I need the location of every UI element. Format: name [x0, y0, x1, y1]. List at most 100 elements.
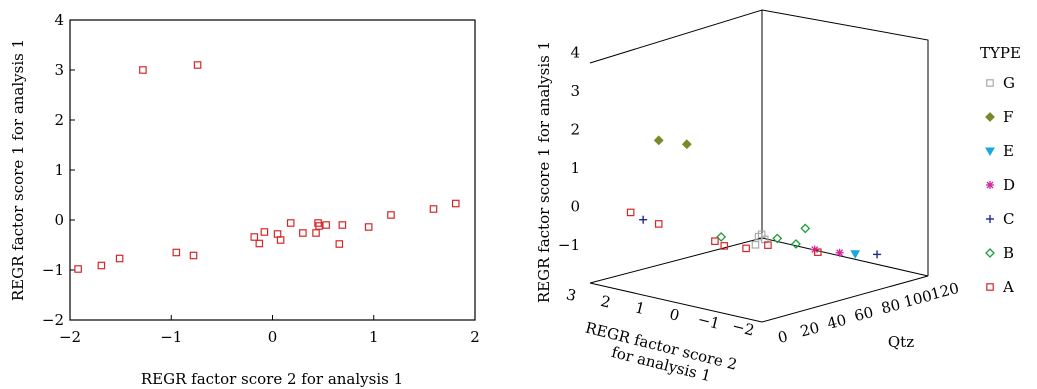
x-tick-label-2d: 2	[470, 328, 480, 346]
box-3d	[589, 9, 929, 323]
points-2d	[74, 61, 460, 273]
data-point-2d	[189, 251, 198, 260]
x-tick-label-3d: 1	[633, 298, 647, 318]
y-tick-label-2d: 0	[54, 211, 64, 229]
data-point-3d	[711, 237, 719, 246]
legend-label: E	[1003, 142, 1014, 160]
x-axis-label-2d: REGR factor score 2 for analysis 1	[141, 370, 403, 388]
y-tick-label-3d: 1	[570, 159, 580, 177]
legend-item: F	[985, 108, 1013, 126]
legend-item: E	[985, 142, 1014, 160]
plot-frame-2d	[69, 19, 476, 321]
legend-item: D	[986, 176, 1015, 194]
y-axis-label-3d: REGR factor score 1 for analysis 1	[535, 41, 553, 303]
data-point-3d	[757, 230, 766, 239]
x-tick-label-3d: −1	[696, 310, 722, 333]
data-point-2d	[429, 205, 438, 213]
x-tick-label-3d: 0	[668, 305, 682, 325]
x-tick-label-3d: 3	[564, 285, 578, 305]
data-point-3d	[716, 232, 727, 242]
x-tick-label-3d: −2	[730, 317, 756, 340]
legend-item: G	[986, 74, 1015, 92]
legend-label: D	[1003, 176, 1015, 194]
z-tick-label-3d: 80	[879, 295, 902, 317]
legend-marker	[985, 147, 995, 157]
data-point-2d	[338, 221, 347, 229]
data-point-2d	[193, 61, 202, 69]
legend-marker	[986, 181, 994, 189]
y-tick-label-2d: 1	[54, 161, 64, 179]
data-point-2d	[172, 248, 181, 257]
data-point-2d	[312, 229, 320, 237]
legend-item: C	[986, 210, 1014, 228]
data-point-3d	[835, 248, 844, 257]
data-point-3d	[791, 239, 801, 249]
x-tick-label-2d: 1	[369, 328, 379, 346]
y-axis-label-2d: REGR factor score 1 for analysis 1	[9, 39, 27, 301]
data-point-3d	[639, 215, 648, 224]
y-tick-label-3d: 2	[570, 121, 580, 139]
data-point-2d	[115, 254, 124, 263]
data-point-3d	[681, 139, 692, 150]
data-point-3d	[814, 248, 822, 256]
z-tick-label-3d: 40	[825, 311, 848, 333]
legend-label: F	[1003, 108, 1013, 126]
data-point-3d	[850, 250, 861, 259]
legend-marker	[985, 112, 995, 122]
axes-ticks-2d: −2 −1 0 1 2 −2 −1 0 1 2 3 4	[42, 11, 480, 346]
data-point-3d	[873, 250, 882, 259]
legend-title: TYPE	[980, 44, 1021, 62]
y-tick-label-2d: 2	[54, 111, 64, 129]
data-point-2d	[97, 261, 106, 270]
data-point-2d	[255, 239, 264, 248]
x-tick-label-2d: 0	[268, 328, 278, 346]
data-point-3d	[742, 244, 750, 253]
data-point-2d	[260, 228, 269, 236]
data-point-2d	[286, 219, 295, 227]
chart-2d: −2 −1 0 1 2 −2 −1 0 1 2 3 4 REGR factor score 2 for…	[9, 11, 480, 388]
data-point-2d	[299, 229, 307, 237]
z-tick-label-3d: 120	[929, 279, 961, 303]
y-tick-label-3d: −1	[558, 236, 580, 254]
y-tick-label-2d: 4	[54, 11, 64, 29]
z-tick-label-3d: 0	[776, 327, 790, 347]
x-tick-label-2d: −2	[59, 328, 81, 346]
data-point-2d	[364, 223, 373, 231]
data-point-3d	[720, 242, 729, 250]
legend-label: B	[1003, 244, 1014, 262]
data-point-3d	[654, 220, 663, 228]
data-point-3d	[800, 223, 811, 234]
x-tick-label-3d: 2	[599, 292, 613, 312]
legend-marker	[985, 248, 995, 258]
data-point-2d	[315, 222, 323, 230]
legend-label: G	[1003, 74, 1015, 92]
y-tick-label-3d: 4	[570, 44, 580, 62]
data-point-3d	[772, 233, 783, 244]
points-3d	[626, 135, 882, 259]
data-point-2d	[387, 211, 395, 219]
z-tick-label-3d: 60	[852, 303, 875, 325]
legend-marker	[986, 283, 994, 291]
legend-marker	[986, 215, 994, 223]
y-tick-label-2d: −2	[42, 311, 64, 329]
legend-label: A	[1002, 278, 1014, 296]
data-point-2d	[276, 236, 285, 244]
data-point-3d	[764, 241, 772, 249]
z-axis-label-3d: Qtz	[888, 333, 914, 351]
legend-item: A	[986, 278, 1014, 296]
legend-item: B	[985, 244, 1014, 262]
data-point-3d	[653, 135, 664, 146]
data-point-3d	[751, 240, 760, 249]
data-point-2d	[322, 221, 330, 229]
y-tick-label-3d: 3	[570, 82, 580, 100]
data-point-2d	[250, 233, 259, 241]
data-point-2d	[74, 265, 82, 273]
data-point-2d	[451, 199, 460, 208]
legend-label: C	[1003, 210, 1014, 228]
data-point-2d	[335, 240, 344, 248]
y-tick-label-2d: 3	[54, 61, 64, 79]
y-tick-label-3d: 0	[570, 198, 580, 216]
